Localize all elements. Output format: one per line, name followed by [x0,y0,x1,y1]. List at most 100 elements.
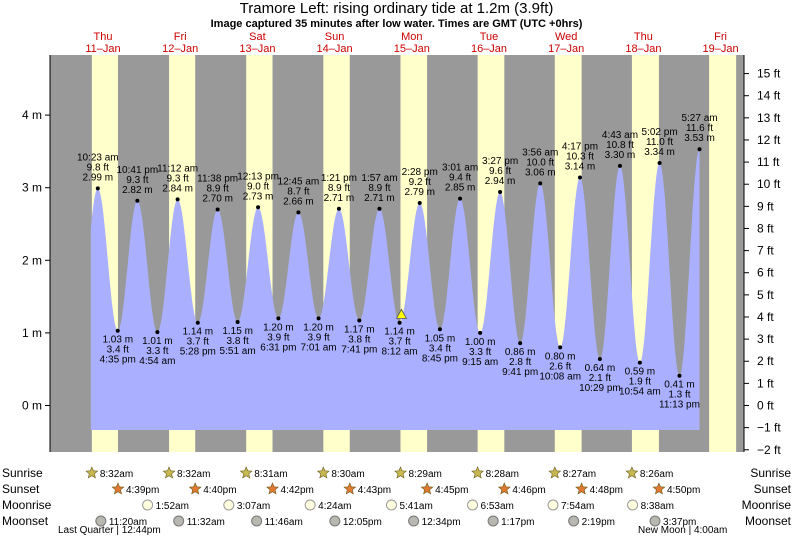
y-right-tick-label: −2 ft [757,443,781,457]
high-tide-time: 2:28 pm [402,167,438,178]
high-tide-point [538,181,543,186]
y-right-tick-label: −1 ft [757,421,781,435]
y-left-tick-label: 2 m [22,253,42,267]
low-tide-time: 8:45 pm [422,353,458,364]
high-tide-m: 2.71 m [364,193,395,204]
moonrise-icon [142,499,154,511]
high-tide-point [657,161,662,166]
y-right-tick-label: 13 ft [757,111,781,125]
low-tide-ft: 3.9 ft [267,332,289,343]
y-right-tick-label: 3 ft [757,332,774,346]
low-tide-time: 7:41 pm [341,345,377,356]
sunset-icon [188,482,202,495]
high-tide-time: 11:12 am [157,163,198,174]
high-tide-time: 1:21 pm [321,173,357,184]
moonset-time: 11:46am [265,517,303,528]
high-tide-point [498,190,503,195]
sunset-row-label-left: Sunset [2,482,40,496]
high-tide-m: 3.34 m [644,147,675,158]
sunrise-icon [548,466,562,479]
y-right-tick-label: 9 ft [757,199,774,213]
high-tide-ft: 11.0 ft [646,137,673,148]
sunrise-time: 8:31am [254,469,287,480]
high-tide-m: 3.06 m [525,167,556,178]
low-tide-m: 0.59 m [625,367,656,378]
high-tide-ft: 9.3 ft [167,173,189,184]
low-tide-time: 6:31 pm [260,342,296,353]
sunrise-time: 8:27am [563,469,596,480]
sunrise-icon [625,466,639,479]
high-tide-ft: 11.6 ft [686,123,713,134]
moonrise-icon [467,499,479,511]
low-tide-ft: 3.4 ft [107,345,129,356]
high-tide-m: 2.71 m [324,193,355,204]
high-tide-time: 3:27 pm [482,156,518,167]
moonset-row-label-left: Moonset [2,514,49,528]
moonset-row-label-right: Moonset [745,514,792,528]
sunset-time: 4:50pm [667,485,700,496]
high-tide-m: 2.99 m [83,172,114,183]
high-tide-time: 12:45 am [278,176,320,187]
low-tide-ft: 1.9 ft [629,377,651,388]
low-tide-ft: 1.3 ft [668,390,690,401]
moonrise-time: 8:38am [641,501,674,512]
low-tide-time: 10:54 am [619,387,661,398]
moonset-icon [408,515,420,527]
low-tide-point [115,328,120,333]
high-tide-time: 10:41 pm [117,165,159,176]
moonrise-time: 5:41am [399,501,432,512]
moonrise-row-label-right: Moonrise [742,498,792,512]
high-tide-time: 3:01 am [442,163,478,174]
y-right-tick-label: 8 ft [757,221,774,235]
low-tide-m: 1.01 m [142,336,173,347]
moon-phase-right: New Moon | 4:00am [638,525,727,536]
low-tide-point [677,373,682,378]
high-tide-m: 3.14 m [565,162,596,173]
moonset-time: 12:34pm [422,517,461,528]
moonset-icon [251,515,263,527]
moonrise-time: 1:52am [156,501,189,512]
sunrise-icon [85,466,99,479]
moonrise-time: 6:53am [481,501,514,512]
moonset-time: 11:20am [109,517,147,528]
low-tide-m: 1.05 m [425,333,456,344]
sunrise-time: 8:26am [640,469,673,480]
day-date: 14–Jan [317,43,353,55]
y-right-tick-label: 5 ft [757,288,774,302]
low-tide-ft: 3.8 ft [226,336,248,347]
sunset-icon [111,482,125,495]
sunrise-time: 8:32am [100,469,133,480]
low-tide-m: 0.64 m [585,363,616,374]
low-tide-point [558,345,563,350]
y-left-tick-label: 3 m [22,181,42,195]
sunrise-row-label-left: Sunrise [2,466,43,480]
day-name: Fri [714,31,727,43]
sunrise-time: 8:32am [177,469,210,480]
day-date: 16–Jan [471,43,507,55]
chart-title: Tramore Left: rising ordinary tide at 1.… [239,0,554,17]
low-tide-time: 10:29 pm [579,383,621,394]
y-right-tick-label: 12 ft [757,133,781,147]
moonset-time: 12:05pm [343,517,382,528]
sunset-time: 4:39pm [126,485,159,496]
day-date: 17–Jan [548,43,584,55]
sunset-time: 4:42pm [281,485,314,496]
low-tide-time: 9:41 pm [502,367,538,378]
high-tide-ft: 10.3 ft [566,152,594,163]
current-level-marker [395,308,408,319]
sunset-icon [343,482,357,495]
high-tide-ft: 9.3 ft [126,175,148,186]
moon-phase-left: Last Quarter | 12:44pm [58,525,161,536]
y-right-tick-label: 11 ft [757,155,780,169]
day-date: 15–Jan [394,43,430,55]
high-tide-ft: 9.4 ft [449,173,471,184]
high-tide-ft: 9.6 ft [489,166,511,177]
high-tide-point [256,205,261,210]
high-tide-point [135,198,140,203]
tide-area [90,149,700,430]
high-tide-point [175,197,180,202]
day-name: Thu [94,31,113,43]
low-tide-point [195,320,200,325]
sunset-time: 4:45pm [435,485,468,496]
day-date: 13–Jan [239,43,275,55]
